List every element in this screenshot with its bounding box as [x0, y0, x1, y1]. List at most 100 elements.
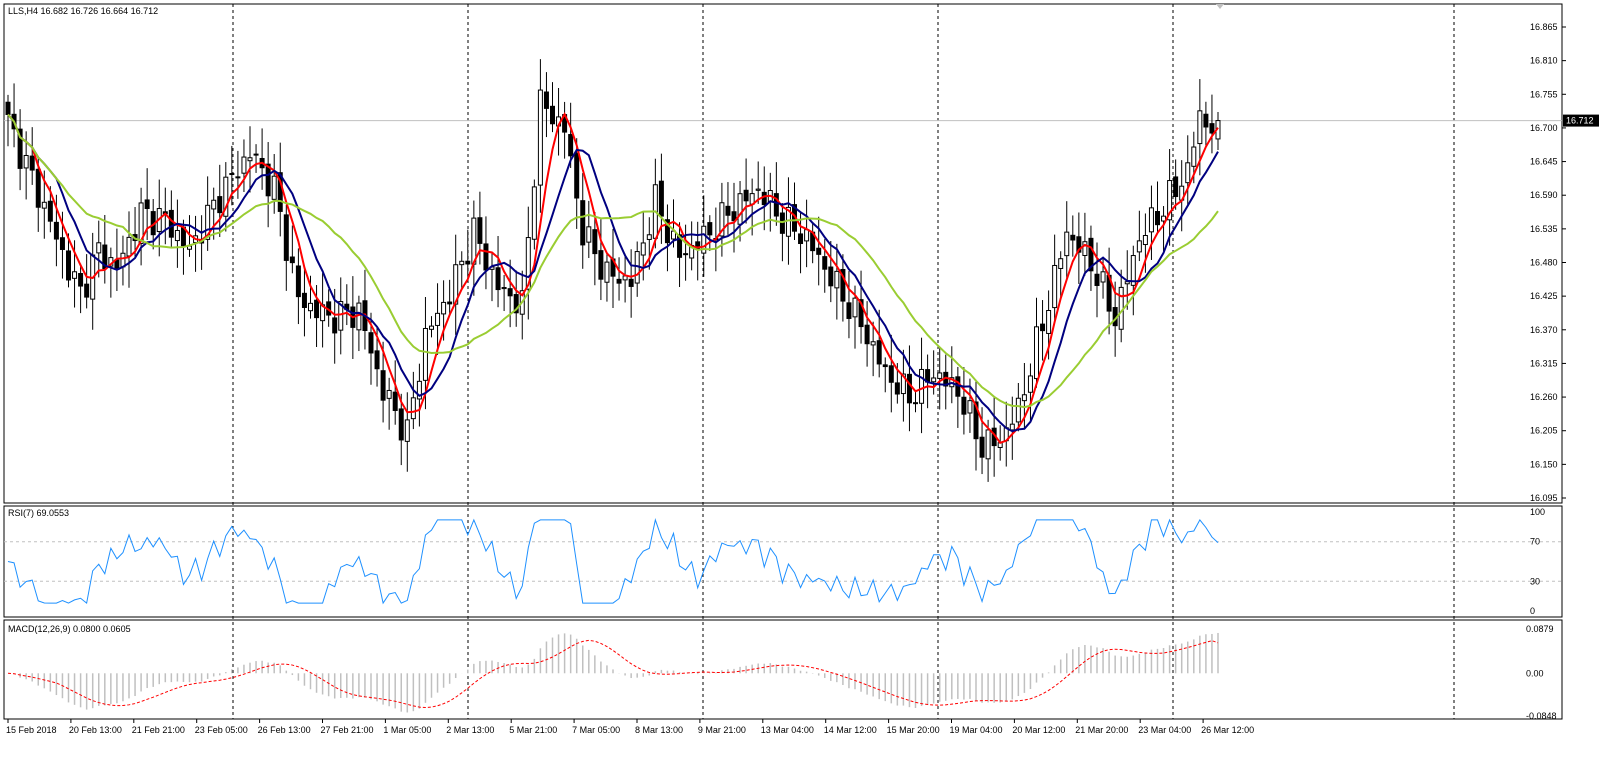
candle-body: [66, 250, 71, 281]
candle-body: [72, 271, 78, 279]
time-tick-label: 13 Mar 04:00: [761, 725, 814, 735]
candle-body: [471, 217, 477, 265]
candle-body: [1046, 309, 1052, 334]
candle-body: [1064, 231, 1070, 257]
time-tick-label: 26 Mar 12:00: [1201, 725, 1254, 735]
candle-body: [574, 152, 580, 199]
candle-body: [937, 372, 943, 379]
candle-body: [592, 229, 598, 255]
candle-body: [550, 105, 555, 125]
macd-panel-header: MACD(12,26,9) 0.0800 0.0605: [8, 624, 131, 634]
candle-body: [410, 397, 416, 420]
price-tick-label: 16.590: [1530, 190, 1558, 200]
shift-marker-icon[interactable]: [1216, 4, 1224, 9]
candle-body: [1197, 110, 1203, 145]
candle-body: [59, 237, 65, 250]
candle-body: [138, 202, 144, 244]
candle-body: [876, 340, 882, 365]
candle-body: [858, 299, 864, 328]
candle-body: [507, 288, 513, 297]
candle-body: [84, 283, 90, 298]
candle-body: [580, 200, 586, 246]
macd-tick-label: 0.0879: [1526, 624, 1554, 634]
candle-body: [967, 400, 973, 414]
candle-body: [217, 196, 223, 214]
candle-body: [822, 256, 828, 270]
candle-body: [531, 186, 537, 240]
price-tick-label: 16.315: [1530, 358, 1558, 368]
candle-body: [271, 175, 277, 200]
candle-body: [332, 317, 338, 334]
candle-body: [495, 267, 501, 291]
candle-body: [308, 302, 313, 312]
candle-body: [168, 209, 174, 238]
candle-body: [283, 214, 289, 261]
candle-body: [253, 153, 259, 156]
price-panel-border: [3, 3, 1563, 504]
candle-body: [598, 250, 604, 280]
candle-body: [1027, 375, 1033, 393]
candle-body: [483, 243, 489, 271]
rsi-tick-label: 70: [1530, 537, 1540, 547]
candle-body: [78, 273, 84, 287]
candle-body: [701, 225, 707, 254]
candle-body: [1009, 423, 1015, 431]
candle-body: [513, 294, 519, 314]
candle-body: [1185, 162, 1191, 184]
candle-body: [834, 270, 840, 289]
price-tick-label: 16.700: [1530, 123, 1558, 133]
candle-body: [525, 237, 531, 290]
price-tick-label: 16.535: [1530, 224, 1558, 234]
rsi-panel[interactable]: 100 70 30 0 RSI(7) 69.0553: [3, 505, 1563, 618]
price-tick-label: 16.205: [1530, 426, 1558, 436]
candle-body: [1094, 273, 1100, 286]
candle-body: [816, 247, 822, 255]
candle-body: [501, 287, 507, 290]
candle-body: [1052, 264, 1058, 309]
candle-body: [961, 396, 967, 415]
time-tick-label: 23 Feb 05:00: [195, 725, 248, 735]
macd-axis: 0.0879 0.00 -0.0848: [1526, 624, 1557, 721]
candle-body: [913, 402, 918, 405]
candle-body: [543, 91, 549, 109]
candle-body: [205, 204, 211, 240]
candle-body: [906, 373, 912, 404]
current-price-tag-label: 16.712: [1566, 116, 1594, 126]
rsi-line: [7, 518, 1219, 605]
price-tick-label: 16.150: [1530, 459, 1558, 469]
candle-body: [223, 176, 229, 217]
candle-body: [683, 253, 689, 256]
candle-body: [1161, 215, 1167, 222]
candle-body: [640, 242, 646, 256]
price-tick-label: 16.095: [1530, 493, 1558, 503]
candle-body: [1124, 281, 1130, 285]
candle-body: [798, 233, 804, 245]
candle-body: [664, 219, 670, 244]
candle-body: [35, 168, 41, 208]
candle-body: [1088, 237, 1094, 272]
time-tick-label: 19 Mar 04:00: [950, 725, 1003, 735]
candle-body: [973, 401, 979, 440]
candle-body: [1082, 241, 1088, 256]
candle-body: [144, 199, 150, 210]
candle-body: [47, 200, 53, 222]
candle-body: [1155, 211, 1160, 226]
candle-body: [386, 389, 392, 399]
candle-body: [779, 212, 785, 234]
candle-body: [229, 173, 235, 176]
candle-body: [900, 373, 906, 395]
candle-body: [1209, 123, 1215, 134]
candle-body: [725, 205, 731, 216]
macd-tick-label: 0.00: [1526, 668, 1544, 678]
candle-body: [404, 419, 410, 442]
candle-body: [840, 268, 846, 302]
price-panel-header: LLS,H4 16.682 16.726 16.664 16.712: [8, 6, 158, 16]
price-panel[interactable]: 16.865 16.810 16.755 16.700 16.645 16.590 16.5…: [3, 3, 1599, 504]
moving-average-lines: [7, 112, 1219, 445]
rsi-tick-label: 30: [1530, 576, 1540, 586]
macd-panel[interactable]: 0.0879 0.00 -0.0848 MACD(12,26,9) 0.0800 0…: [3, 619, 1563, 721]
candle-body: [761, 191, 767, 206]
time-tick-label: 27 Feb 21:00: [321, 725, 374, 735]
time-tick-label: 26 Feb 13:00: [258, 725, 311, 735]
